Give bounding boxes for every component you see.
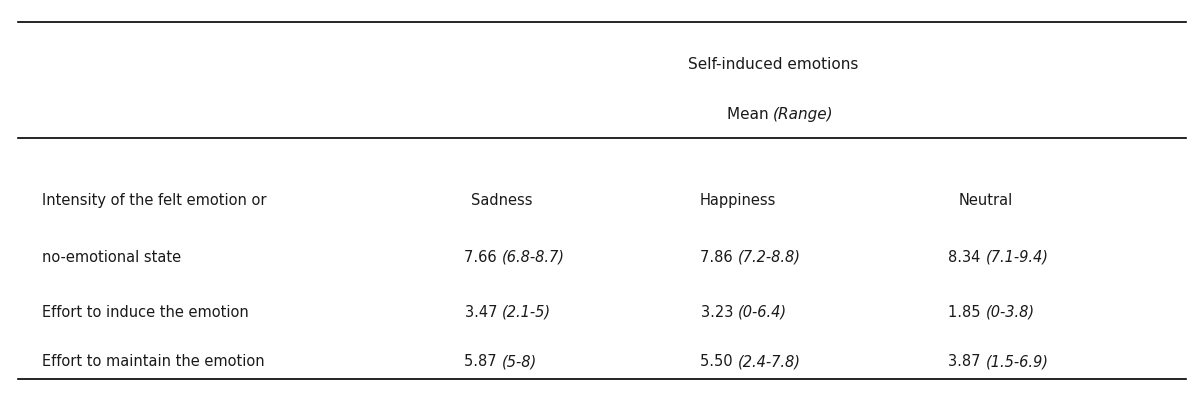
Text: (0-3.8): (0-3.8) [985, 305, 1034, 320]
Text: Effort to maintain the emotion: Effort to maintain the emotion [41, 354, 264, 369]
Text: no-emotional state: no-emotional state [41, 250, 181, 265]
Text: (Range): (Range) [773, 107, 833, 122]
Text: Mean: Mean [726, 107, 773, 122]
Text: Self-induced emotions: Self-induced emotions [687, 57, 858, 73]
Text: 3.47: 3.47 [465, 305, 502, 320]
Text: 3.87: 3.87 [949, 354, 985, 369]
Text: 3.23: 3.23 [701, 305, 738, 320]
Text: 8.34: 8.34 [949, 250, 985, 265]
Text: (1.5-6.9): (1.5-6.9) [985, 354, 1049, 369]
Text: 7.66: 7.66 [465, 250, 502, 265]
Text: (5-8): (5-8) [502, 354, 537, 369]
Text: Intensity of the felt emotion or: Intensity of the felt emotion or [41, 193, 266, 208]
Text: 1.85: 1.85 [949, 305, 985, 320]
Text: 7.86: 7.86 [701, 250, 738, 265]
Text: 5.50: 5.50 [701, 354, 738, 369]
Text: (2.4-7.8): (2.4-7.8) [738, 354, 801, 369]
Text: Happiness: Happiness [700, 193, 775, 208]
Text: Sadness: Sadness [471, 193, 532, 208]
Text: (2.1-5): (2.1-5) [502, 305, 551, 320]
Text: Neutral: Neutral [958, 193, 1013, 208]
Text: (0-6.4): (0-6.4) [738, 305, 787, 320]
Text: 5.87: 5.87 [465, 354, 502, 369]
Text: Effort to induce the emotion: Effort to induce the emotion [41, 305, 248, 320]
Text: (7.2-8.8): (7.2-8.8) [738, 250, 801, 265]
Text: (7.1-9.4): (7.1-9.4) [985, 250, 1049, 265]
Text: (6.8-8.7): (6.8-8.7) [502, 250, 565, 265]
